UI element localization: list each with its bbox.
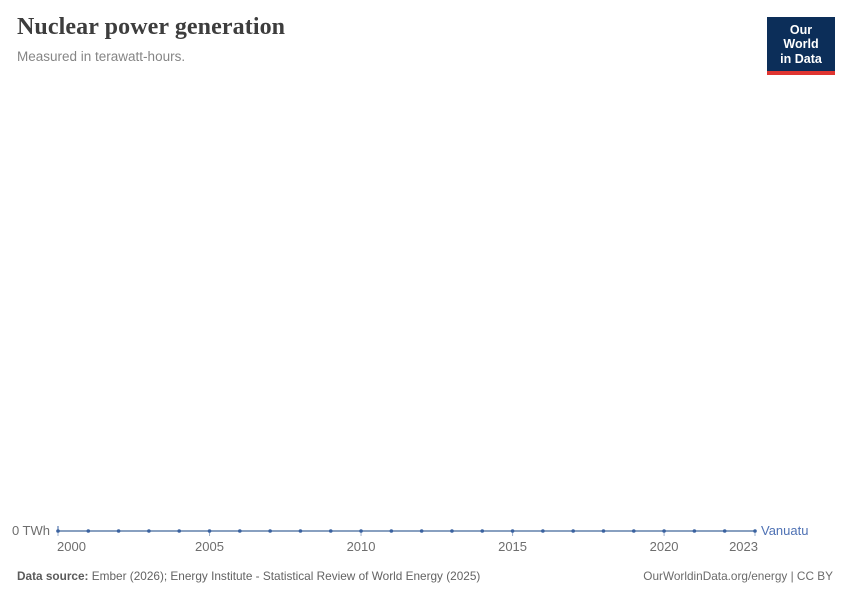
- data-point: [328, 529, 333, 533]
- data-point: [722, 529, 727, 533]
- data-source-text: Ember (2026); Energy Institute - Statist…: [88, 569, 481, 583]
- data-point: [116, 529, 121, 533]
- x-tick-label: 2005: [195, 539, 224, 554]
- x-tick-label: 2000: [57, 539, 86, 554]
- y-axis-zero-label: 0 TWh: [11, 523, 50, 538]
- data-point: [238, 529, 242, 533]
- x-tick-label: 2015: [498, 539, 528, 554]
- owid-logo[interactable]: Our World in Data: [767, 17, 835, 76]
- data-point: [510, 529, 515, 533]
- data-source-label: Data source:: [17, 569, 89, 583]
- owid-logo-line2: in Data: [780, 51, 822, 66]
- series-entity-label[interactable]: Vanuatu: [761, 523, 809, 538]
- data-point: [419, 529, 424, 533]
- data-point: [631, 529, 636, 533]
- data-point: [480, 529, 485, 533]
- data-source-note: Data source: Ember (2026); Energy Instit…: [17, 569, 480, 583]
- credit-link[interactable]: OurWorldinData.org/energy | CC BY: [643, 569, 833, 583]
- data-point: [692, 529, 697, 533]
- data-point: [177, 529, 182, 533]
- data-point: [86, 529, 91, 533]
- data-point: [298, 529, 303, 533]
- chart-title: Nuclear power generation: [17, 14, 286, 40]
- data-point: [450, 529, 454, 533]
- data-point: [268, 529, 272, 533]
- chart-footer: Data source: Ember (2026); Energy Instit…: [17, 569, 833, 583]
- chart-subtitle: Measured in terawatt-hours.: [17, 49, 186, 64]
- data-point: [147, 529, 151, 533]
- x-tick-label: 2023: [729, 539, 758, 554]
- chart-header: Nuclear power generation Measured in ter…: [17, 14, 835, 76]
- data-point: [601, 529, 606, 533]
- owid-logo-line1: Our World: [783, 23, 819, 52]
- data-point: [541, 529, 545, 533]
- x-tick-label: 2010: [346, 539, 376, 554]
- data-point: [753, 529, 757, 533]
- data-point: [56, 529, 60, 533]
- x-tick-label: 2020: [649, 539, 679, 554]
- data-point: [662, 529, 666, 533]
- data-point: [389, 529, 394, 533]
- data-point: [571, 529, 575, 533]
- data-point: [359, 529, 363, 533]
- data-point: [207, 529, 212, 533]
